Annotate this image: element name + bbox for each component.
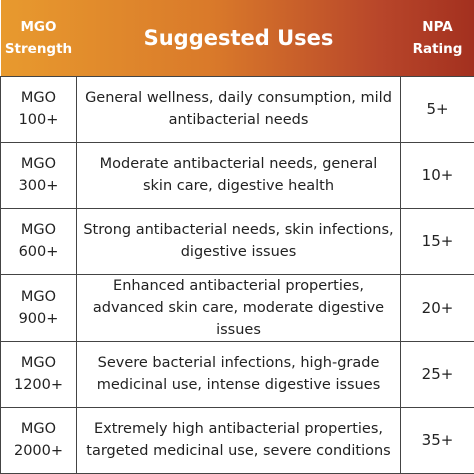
table-cell: 15+ <box>400 207 474 275</box>
table-cell: 10+ <box>400 141 474 209</box>
table-header: MGO Strength Suggested Uses NPA Rating <box>0 0 474 76</box>
header-row: MGO Strength Suggested Uses NPA Rating <box>0 0 474 76</box>
header-cell: NPA Rating <box>412 18 463 57</box>
table-cell: Strong antibacterial needs, skin infecti… <box>76 207 401 275</box>
table-row: MGO 2000+ Extremely high antibacterial pr… <box>0 406 474 474</box>
table-cell: Severe bacterial infections, high-grade … <box>76 340 401 408</box>
table-cell: MGO 100+ <box>0 75 77 143</box>
table-cell: MGO 300+ <box>0 141 77 209</box>
header-cell: Suggested Uses <box>143 25 334 50</box>
table-cell: Moderate antibacterial needs, general sk… <box>76 141 401 209</box>
table-cell: 20+ <box>400 273 474 342</box>
table-cell: 5+ <box>400 75 474 143</box>
table-cell: General wellness, daily consumption, mil… <box>76 75 401 143</box>
table-cell: Extremely high antibacterial properties,… <box>76 406 401 474</box>
table-cell: MGO 600+ <box>0 207 77 275</box>
table-row: MGO 300+ Moderate antibacterial needs, ge… <box>0 141 474 209</box>
header-cell: MGO Strength <box>4 18 73 57</box>
table-row: MGO 1200+ Severe bacterial infections, hi… <box>0 340 474 408</box>
table-cell: Enhanced antibacterial properties, advan… <box>76 273 401 342</box>
table-cell: MGO 1200+ <box>0 340 77 408</box>
table-cell: 25+ <box>400 340 474 408</box>
table-cell: 35+ <box>400 406 474 474</box>
table-row: MGO 600+ Strong antibacterial needs, skin… <box>0 207 474 275</box>
table-row: MGO 100+ General wellness, daily consumpt… <box>0 75 474 143</box>
table-cell: MGO 900+ <box>0 273 77 342</box>
table-body: MGO 100+ General wellness, daily consumpt… <box>0 75 474 474</box>
table-row: MGO 900+ Enhanced antibacterial propertie… <box>0 273 474 342</box>
table-cell: MGO 2000+ <box>0 406 77 474</box>
